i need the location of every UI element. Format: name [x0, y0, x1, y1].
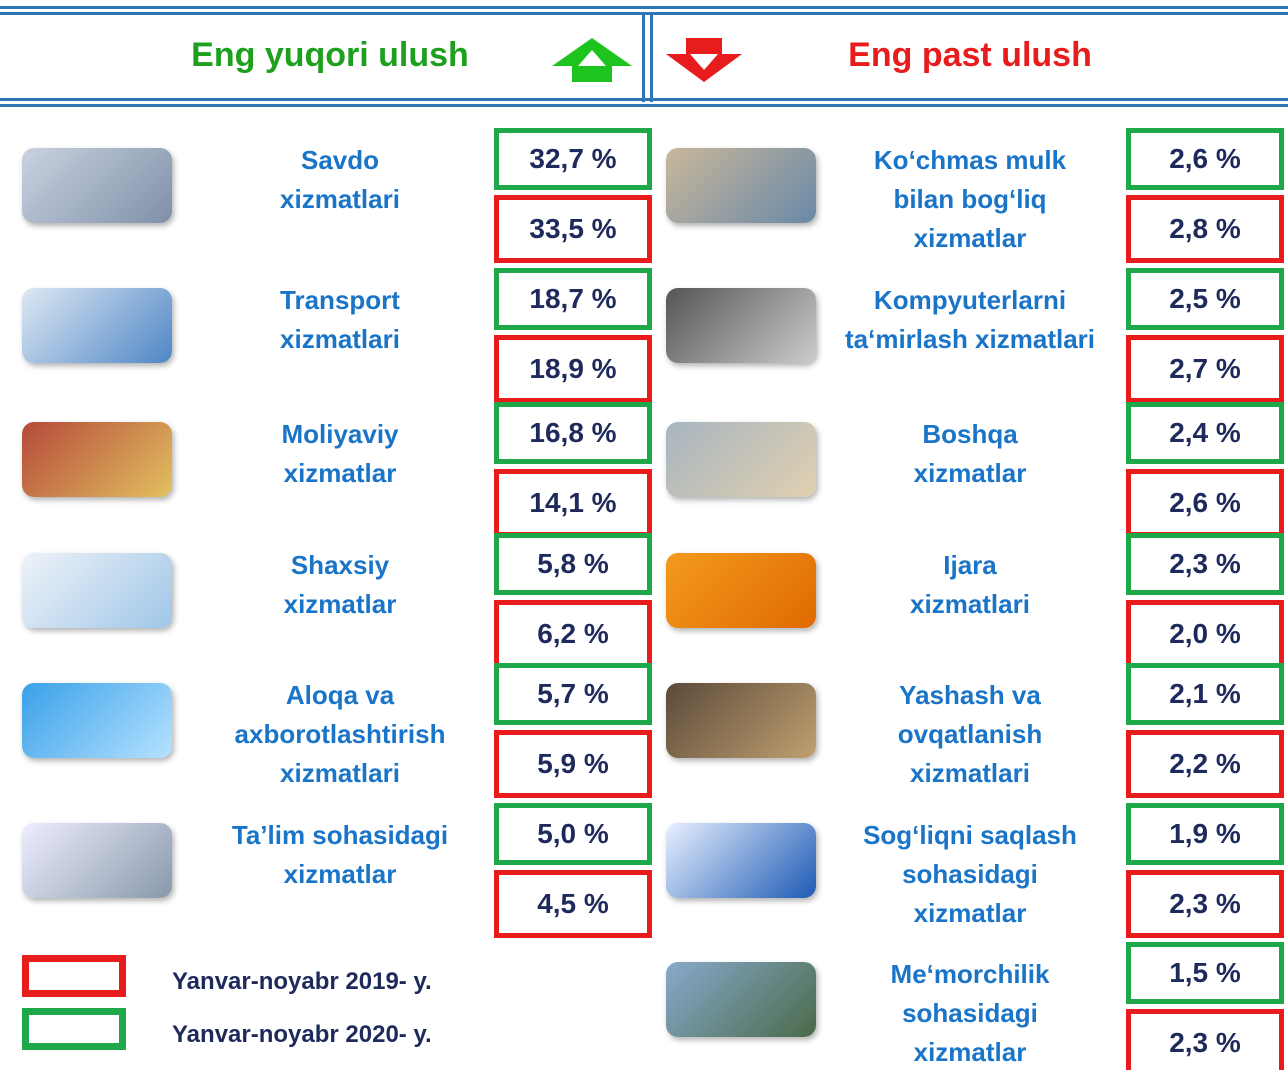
service-label: Savdo — [300, 145, 380, 175]
service-label: Ta’lim sohasidagi — [231, 820, 449, 850]
divider — [650, 14, 653, 102]
service-label: xizmatlar — [913, 1037, 1027, 1067]
value-2019: 14,1 % — [494, 469, 652, 537]
service-label: Shaxsiy — [290, 550, 390, 580]
service-label: xizmatlar — [913, 898, 1027, 928]
legend-label: Yanvar-noyabr 2020- y. — [172, 1021, 432, 1048]
service-icon — [666, 962, 816, 1037]
value-2019: 2,6 % — [1126, 469, 1284, 537]
service-label: xizmatlar — [913, 223, 1027, 253]
value-2020: 5,8 % — [494, 533, 652, 595]
service-icon — [22, 422, 172, 497]
service-label: xizmatlar — [913, 458, 1027, 488]
service-label: xizmatlari — [280, 324, 400, 354]
down-icon — [666, 38, 742, 82]
value-2019: 5,9 % — [494, 730, 652, 798]
legend-label: Yanvar-noyabr 2019- y. — [172, 968, 432, 995]
service-label: Kompyuterlarni — [873, 285, 1067, 315]
value-2020: 32,7 % — [494, 128, 652, 190]
service-label: Yashash va — [899, 680, 1041, 710]
service-label: bilan bog‘liq — [893, 184, 1047, 214]
value-2020: 1,5 % — [1126, 942, 1284, 1004]
service-label: xizmatlari — [910, 589, 1030, 619]
service-icon — [666, 553, 816, 628]
service-icon — [666, 683, 816, 758]
service-label: Moliyaviy — [281, 419, 399, 449]
value-2019: 6,2 % — [494, 600, 652, 668]
service-icon — [666, 148, 816, 223]
value-2019: 4,5 % — [494, 870, 652, 938]
left-title: Eng yuqori ulush — [191, 36, 469, 74]
service-label: sohasidagi — [902, 998, 1038, 1028]
service-icon — [666, 288, 816, 363]
service-icon — [22, 148, 172, 223]
service-label: Boshqa — [922, 419, 1018, 449]
header-line — [0, 6, 1288, 9]
service-label: ta‘mirlash xizmatlari — [845, 324, 1095, 354]
value-2020: 5,7 % — [494, 663, 652, 725]
header-line — [0, 104, 1288, 107]
service-label: Aloqa va — [285, 680, 395, 710]
value-2020: 2,1 % — [1126, 663, 1284, 725]
value-2019: 33,5 % — [494, 195, 652, 263]
value-2020: 2,4 % — [1126, 402, 1284, 464]
service-label: xizmatlar — [283, 589, 397, 619]
service-icon — [22, 683, 172, 758]
service-label: xizmatlari — [280, 758, 400, 788]
value-2020: 1,9 % — [1126, 803, 1284, 865]
value-2020: 2,6 % — [1126, 128, 1284, 190]
service-icon — [22, 553, 172, 628]
service-label: Ko‘chmas mulk — [873, 145, 1067, 175]
value-2020: 2,3 % — [1126, 533, 1284, 595]
value-2019: 2,3 % — [1126, 1009, 1284, 1070]
service-label: sohasidagi — [902, 859, 1038, 889]
value-2020: 2,5 % — [1126, 268, 1284, 330]
service-label: Transport — [280, 285, 400, 315]
service-label: Ijara — [943, 550, 997, 580]
legend-red — [22, 955, 126, 997]
right-title: Eng past ulush — [848, 36, 1092, 74]
value-2020: 5,0 % — [494, 803, 652, 865]
legend-green — [22, 1008, 126, 1050]
service-label: axborotlashtirish — [234, 719, 446, 749]
service-icon — [22, 823, 172, 898]
service-label: ovqatlanish — [897, 719, 1043, 749]
service-label: Sog‘liqni saqlash — [863, 820, 1077, 850]
service-label: xizmatlari — [280, 184, 400, 214]
value-2020: 16,8 % — [494, 402, 652, 464]
value-2019: 18,9 % — [494, 335, 652, 403]
service-icon — [22, 288, 172, 363]
value-2019: 2,8 % — [1126, 195, 1284, 263]
service-icon — [666, 422, 816, 497]
service-label: xizmatlar — [283, 859, 397, 889]
service-label: xizmatlari — [910, 758, 1030, 788]
service-label: Me‘morchilik — [890, 959, 1050, 989]
value-2019: 2,7 % — [1126, 335, 1284, 403]
divider — [642, 14, 645, 102]
value-2020: 18,7 % — [494, 268, 652, 330]
header-line — [0, 12, 1288, 15]
value-2019: 2,0 % — [1126, 600, 1284, 668]
value-2019: 2,2 % — [1126, 730, 1284, 798]
up-icon — [552, 38, 632, 82]
value-2019: 2,3 % — [1126, 870, 1284, 938]
service-label: xizmatlar — [283, 458, 397, 488]
service-icon — [666, 823, 816, 898]
